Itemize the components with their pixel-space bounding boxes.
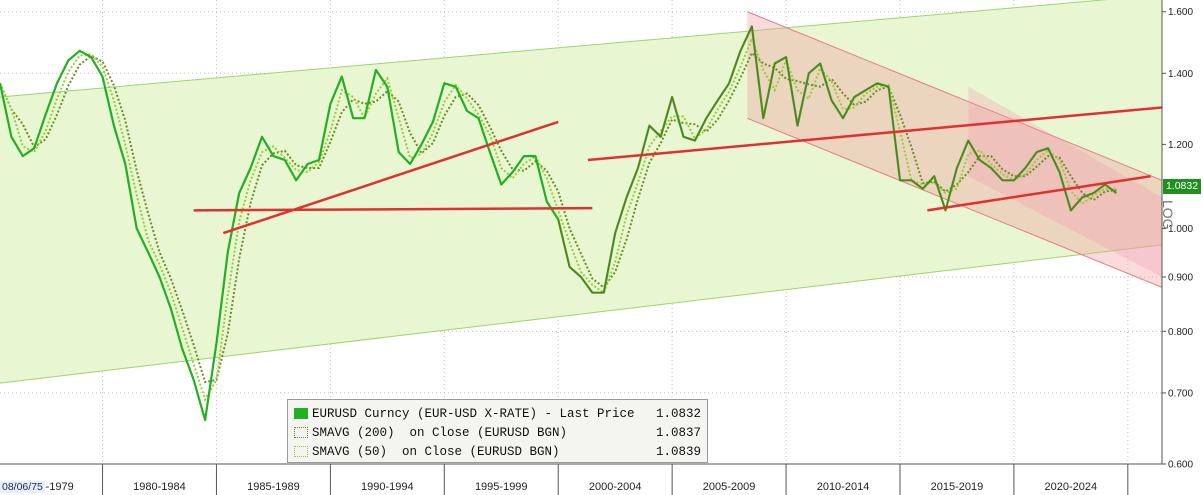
x-tick-label-8: 2015-2019 [931, 481, 984, 493]
price-point-51 [569, 266, 582, 278]
price-point-57 [637, 125, 650, 169]
price-point-55 [614, 197, 628, 234]
price-point-67 [751, 26, 764, 119]
price-point-68 [762, 63, 776, 119]
downtrend-lower-line [747, 117, 1163, 288]
price-point-59 [660, 96, 673, 137]
legend-label-sma50: SMAVG (50) on Close (EURUSD BGN) [312, 444, 560, 459]
price-point-85 [956, 140, 969, 169]
channel-lower-line [0, 244, 1163, 384]
price-point-66 [740, 26, 753, 52]
y-tick-label-2: 1.200 [1168, 140, 1193, 151]
series-line-sma200 [0, 51, 1117, 384]
legend-entry-price: EURUSD Curncy (EUR-USD X-RATE) - Last Pr… [294, 404, 701, 423]
y-tick-label-7: 0.600 [1168, 460, 1193, 471]
legend-label-sma200: SMAVG (200) on Close (EURUSD BGN) [312, 425, 568, 440]
legend-swatch-sma200 [294, 427, 308, 438]
start-date-label: 08/06/75 [0, 481, 45, 493]
legend-entry-sma200: SMAVG (200) on Close (EURUSD BGN) 1.0837 [294, 423, 701, 442]
x-tick-label-6: 2005-2009 [703, 481, 756, 493]
y-tick-label-5: 0.800 [1168, 327, 1193, 338]
price-point-82 [922, 175, 935, 190]
downtrend-upper-line [747, 11, 1163, 181]
price-point-76 [854, 89, 867, 98]
price-point-73 [819, 63, 833, 101]
price-point-98 [1104, 184, 1117, 194]
log-scale-label: LOG [1160, 200, 1176, 230]
price-point-90 [1013, 167, 1026, 181]
price-point-69 [774, 56, 787, 64]
trend-line-3 [927, 174, 1151, 212]
price-point-87 [979, 159, 992, 169]
legend-entry-sma50: SMAVG (50) on Close (EURUSD BGN) 1.0839 [294, 442, 701, 461]
price-point-96 [1082, 192, 1094, 198]
price-point-61 [683, 136, 696, 142]
price-point-54 [603, 232, 616, 293]
price-point-79 [888, 86, 901, 181]
y-tick-label-3: 1.000 [1168, 224, 1193, 235]
price-point-78 [877, 82, 889, 88]
x-tick-label-4: 1995-1999 [475, 481, 528, 493]
price-point-88 [990, 167, 1003, 181]
x-tick-label-5: 2000-2004 [589, 481, 642, 493]
price-point-63 [705, 100, 719, 119]
price-point-71 [796, 73, 810, 126]
price-point-70 [785, 57, 798, 126]
price-point-95 [1070, 196, 1083, 211]
price-point-65 [728, 50, 741, 84]
x-tick-label-9: 2020-2024 [1045, 481, 1098, 493]
y-tick-label-0: 1.600 [1168, 7, 1193, 18]
price-point-74 [831, 100, 844, 119]
x-tick-label-3: 1990-1994 [361, 481, 414, 493]
price-point-91 [1024, 151, 1038, 169]
price-point-92 [1036, 147, 1049, 153]
price-point-93 [1047, 148, 1060, 173]
inner-downtrend-channel [968, 86, 1162, 278]
y-tick-label-4: 0.900 [1168, 273, 1193, 284]
trend-line-0 [193, 206, 593, 212]
trend-line-1 [222, 120, 559, 235]
price-point-62 [694, 118, 707, 141]
chart-legend: EURUSD Curncy (EUR-USD X-RATE) - Last Pr… [287, 399, 708, 463]
price-point-83 [933, 176, 947, 211]
y-tick-label-6: 0.700 [1168, 388, 1193, 399]
price-point-75 [842, 96, 855, 119]
price-point-64 [717, 83, 730, 101]
price-point-94 [1058, 171, 1072, 211]
x-tick-label-7: 2010-2014 [817, 481, 870, 493]
price-point-60 [671, 96, 685, 137]
trend-channels [0, 0, 1163, 384]
y-tick-label-1: 1.400 [1168, 69, 1193, 80]
price-point-58 [649, 125, 662, 138]
long-term-channel [0, 0, 1162, 384]
downtrend-channel [747, 11, 1162, 288]
price-point-86 [967, 140, 981, 161]
trend-line-2 [587, 106, 1163, 162]
x-tick-label-1: 1980-1984 [133, 481, 186, 493]
price-point-52 [580, 276, 593, 293]
price-point-56 [626, 167, 639, 198]
price-point-77 [865, 82, 878, 91]
legend-value-sma50: 1.0839 [655, 444, 701, 459]
legend-value-price: 1.0832 [655, 406, 701, 421]
trend-lines [193, 106, 1163, 235]
legend-swatch-sma50 [294, 446, 308, 457]
channel-upper-line [0, 0, 1109, 98]
price-point-72 [808, 63, 821, 74]
last-price-badge: 1.0832 [1163, 179, 1201, 194]
legend-value-sma200: 1.0837 [655, 425, 701, 440]
legend-swatch-price [294, 408, 308, 419]
price-point-97 [1093, 184, 1106, 194]
price-point-50 [557, 219, 571, 268]
x-tick-label-2: 1985-1989 [247, 481, 300, 493]
legend-label-price: EURUSD Curncy (EUR-USD X-RATE) - Last Pr… [312, 406, 635, 421]
price-point-81 [911, 179, 924, 190]
price-point-84 [945, 167, 958, 211]
series-layer [0, 25, 1118, 422]
